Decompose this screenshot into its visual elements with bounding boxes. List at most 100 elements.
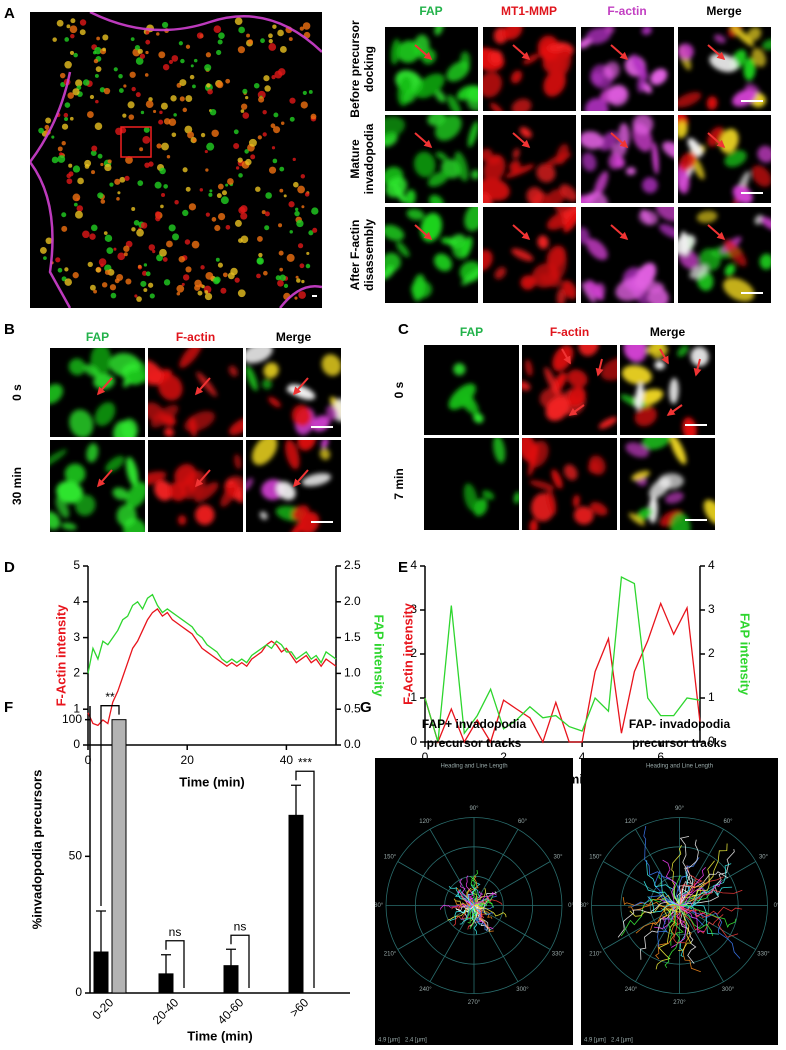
column-header: FAP — [460, 325, 483, 339]
signal-blob — [112, 487, 129, 500]
puncta — [94, 73, 99, 78]
signal-blob — [415, 73, 445, 99]
puncta — [168, 59, 174, 64]
signal-blob — [546, 245, 566, 269]
column-header: FAP — [419, 4, 442, 18]
puncta — [44, 124, 50, 130]
signal-blob — [585, 98, 609, 111]
polar-header: Heading and Line Length — [440, 764, 507, 770]
puncta — [240, 212, 248, 220]
signal-blob — [413, 151, 436, 178]
puncta — [125, 278, 132, 285]
signal-blob — [234, 454, 242, 470]
signal-blob — [607, 84, 629, 106]
micrograph-tile — [581, 207, 674, 303]
signal-blob — [150, 404, 179, 428]
signal-blob — [567, 369, 588, 388]
puncta — [298, 291, 306, 299]
signal-blob — [405, 189, 416, 203]
puncta — [123, 84, 127, 88]
micrograph-tile — [678, 207, 771, 303]
puncta — [142, 135, 151, 144]
column-header: FAP — [86, 330, 109, 344]
signal-blob — [246, 348, 273, 364]
data-line — [87, 593, 337, 674]
puncta — [257, 236, 263, 242]
data-line — [87, 608, 337, 727]
signal — [581, 115, 674, 203]
signal — [148, 348, 243, 437]
puncta — [131, 227, 136, 232]
signal-blob — [291, 404, 312, 427]
micrograph-tile — [522, 438, 617, 530]
signal-blob — [621, 365, 652, 385]
puncta — [173, 113, 177, 117]
puncta — [125, 156, 133, 164]
puncta — [200, 265, 205, 270]
signal-blob — [427, 171, 449, 187]
row-label: Mature — [348, 139, 362, 179]
x-tick-label: >60 — [287, 995, 312, 1020]
error-bar — [96, 910, 106, 952]
arrow — [666, 404, 683, 416]
bar — [158, 973, 174, 994]
signal-blob — [553, 207, 576, 220]
cell-outline — [30, 12, 322, 308]
signal-blob — [466, 86, 478, 111]
puncta — [289, 116, 295, 122]
puncta — [95, 267, 102, 273]
row-label: invadopodia — [362, 123, 376, 194]
puncta — [91, 145, 98, 152]
track — [470, 876, 478, 906]
puncta — [86, 111, 94, 118]
signal-blob — [641, 27, 652, 35]
micrograph-tile — [483, 115, 576, 203]
cell-image — [30, 12, 322, 308]
puncta — [97, 192, 104, 199]
arrow — [568, 404, 585, 416]
puncta — [72, 165, 81, 173]
puncta — [179, 79, 187, 87]
y-axis-label: %invadopodia precursors — [29, 770, 44, 930]
track — [678, 871, 690, 906]
puncta — [209, 189, 213, 193]
puncta — [205, 52, 212, 58]
angle-label: 240° — [419, 987, 432, 993]
signal-blob — [635, 382, 644, 411]
signal-blob — [434, 253, 452, 272]
puncta — [59, 72, 66, 79]
micrograph-tile — [50, 440, 145, 532]
puncta — [216, 81, 224, 89]
arrow — [693, 358, 702, 377]
signal-blob — [50, 383, 64, 404]
micrograph-tile — [148, 348, 243, 437]
puncta — [51, 156, 59, 164]
plot-title: precursor tracks — [632, 736, 727, 750]
puncta — [145, 30, 150, 35]
puncta — [84, 159, 92, 167]
puncta — [255, 186, 261, 192]
signal-blob — [489, 50, 503, 65]
x-tick-label: 0 — [85, 753, 92, 767]
plot-title: FAP+ invadopodia — [422, 717, 527, 731]
puncta — [69, 116, 74, 121]
signal-blob — [552, 345, 574, 372]
puncta — [188, 203, 197, 211]
y2-tick-label: 2 — [708, 646, 715, 660]
puncta — [135, 57, 144, 65]
x-tick-label: 20 — [181, 753, 195, 767]
track — [679, 888, 743, 913]
row-label: 7 min — [392, 468, 406, 499]
puncta — [256, 273, 261, 279]
puncta — [191, 240, 200, 249]
puncta — [215, 257, 220, 262]
bar — [223, 965, 239, 994]
puncta — [61, 141, 66, 146]
signal-blob — [678, 152, 697, 172]
y-tick-label: 3 — [410, 602, 417, 616]
micrograph-tile — [385, 207, 478, 303]
track — [455, 905, 475, 912]
signal-blob — [581, 152, 597, 172]
signal-blob — [50, 511, 61, 530]
